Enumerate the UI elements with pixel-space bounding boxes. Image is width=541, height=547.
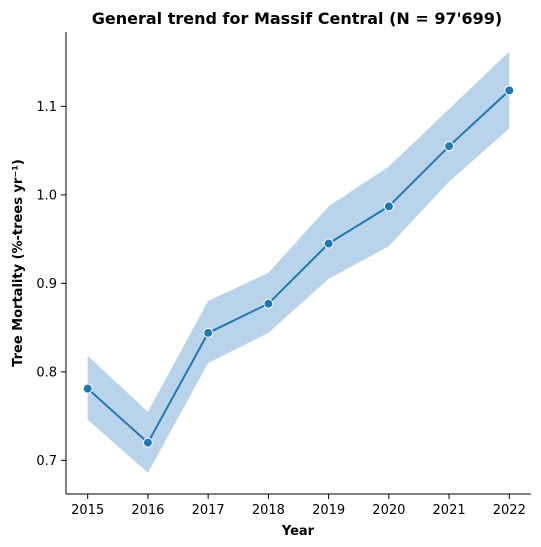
y-tick-label: 1.1 [36,100,57,115]
y-axis-label: Tree Mortality (%-trees yr⁻¹) [11,159,26,367]
x-tick-label: 2021 [433,503,466,518]
x-tick-label: 2016 [131,503,164,518]
axes [65,32,531,495]
data-point-2022 [504,85,515,96]
data-point-2016 [142,437,153,448]
x-tick-label: 2015 [71,503,104,518]
y-tick-label: 0.8 [36,365,57,380]
confidence-band [87,51,510,473]
chart-title: General trend for Massif Central (N = 97… [92,9,502,28]
x-tick-label: 2022 [493,503,526,518]
y-tick-label: 0.7 [36,454,57,469]
data-point-2017 [203,327,214,338]
data-point-2019 [323,238,334,249]
x-tick-label: 2019 [312,503,345,518]
confidence-band-layer [87,51,510,473]
y-ticks: 0.7 0.8 0.9 1.0 1.1 [36,100,66,469]
series-line-layer [87,89,510,445]
series-line [87,89,510,445]
data-point-2015 [82,383,93,394]
x-ticks: 2015 2016 2017 2018 2019 2020 2021 2022 [71,494,526,518]
y-tick-label: 1.0 [36,188,57,203]
data-point-2020 [383,201,394,212]
data-points-layer [82,85,515,448]
x-axis-label: Year [281,524,315,539]
x-tick-label: 2020 [372,503,405,518]
x-tick-label: 2018 [252,503,285,518]
x-tick-label: 2017 [192,503,225,518]
data-point-2018 [263,298,274,309]
data-point-2021 [444,141,455,152]
y-tick-label: 0.9 [36,277,57,292]
